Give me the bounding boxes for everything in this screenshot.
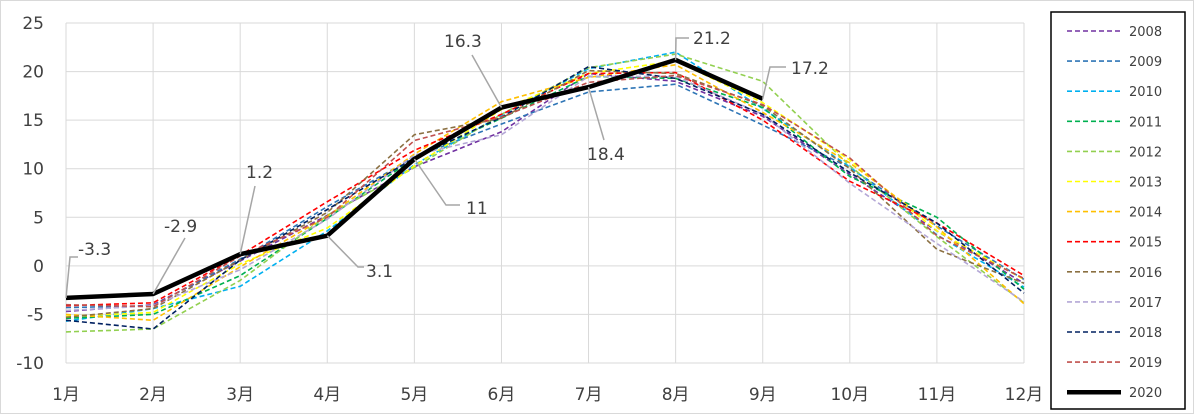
x-tick-label: 10月 (830, 385, 869, 405)
y-tick-label: 20 (22, 63, 44, 83)
x-tick-label: 11月 (918, 385, 957, 405)
x-tick-label: 7月 (575, 385, 603, 405)
data-label: -2.9 (164, 217, 197, 237)
x-tick-label: 3月 (226, 385, 254, 405)
data-label: 3.1 (366, 262, 393, 282)
y-tick-label: -5 (27, 305, 44, 325)
annotation-labels: -3.3 -2.9 1.2 3.1 11 16.3 18.4 21.2 17.2 (78, 29, 829, 282)
y-tick-label: 10 (22, 160, 44, 180)
legend-entry: 2016 (1129, 266, 1162, 281)
y-tick-label: -10 (16, 354, 44, 374)
x-tick-label: 4月 (313, 385, 341, 405)
series-line-2018 (65, 65, 1025, 330)
series-line-2019 (65, 74, 1025, 308)
y-tick-label: 15 (22, 111, 44, 131)
x-tick-label: 8月 (662, 385, 690, 405)
annotation-leader-line (239, 185, 256, 255)
legend-entry: 2012 (1129, 145, 1162, 160)
y-tick-label: 25 (22, 14, 44, 34)
x-tick-label: 1月 (52, 385, 80, 405)
y-tick-label: 0 (33, 257, 44, 277)
legend-entry: 2008 (1129, 25, 1162, 40)
legend-entry: 2014 (1129, 206, 1162, 221)
data-label: 21.2 (693, 29, 731, 49)
x-tick-label: 5月 (400, 385, 428, 405)
legend-entry: 2017 (1129, 296, 1162, 311)
annotation-leader-line (674, 37, 689, 60)
series-line-2014 (65, 64, 1025, 322)
series-line-2016 (65, 69, 1025, 319)
x-tick-label: 2月 (139, 385, 167, 405)
legend-box (1050, 11, 1186, 410)
x-axis-ticks: 1月 2月 3月 4月 5月 6月 7月 8月 9月 10月 11月 12月 (52, 385, 1043, 405)
legend-entry: 2015 (1129, 236, 1162, 251)
legend-entry: 2009 (1129, 55, 1162, 70)
data-label: 11 (466, 199, 488, 219)
annotation-leader-line (152, 237, 186, 295)
legend-entry: 2010 (1129, 85, 1162, 100)
data-label: 16.3 (444, 32, 482, 52)
data-label: 1.2 (246, 163, 273, 183)
legend-entry: 2018 (1129, 326, 1162, 341)
annotation-leader-line (761, 66, 786, 99)
legend-entry: 2019 (1129, 356, 1162, 371)
series-lines (65, 51, 1025, 333)
legend-entry: 2011 (1129, 115, 1162, 130)
annotation-leaders (65, 37, 786, 298)
series-line-2017 (65, 75, 1025, 312)
annotation-leader-line (326, 235, 364, 268)
legend-entry: 2013 (1129, 176, 1162, 191)
series-line-2009 (65, 83, 1025, 309)
data-label: 18.4 (587, 145, 625, 165)
gridlines (65, 22, 1025, 364)
x-tick-label: 12月 (1005, 385, 1044, 405)
annotation-leader-line (587, 86, 605, 141)
y-axis-ticks: -10 -5 0 5 10 15 20 25 (16, 14, 44, 374)
data-label: -3.3 (78, 240, 111, 260)
annotation-leader-line (413, 158, 460, 206)
x-tick-label: 6月 (488, 385, 516, 405)
legend: 2008 2009 2010 2011 2012 2013 2014 2015 2016 2017… (1050, 11, 1186, 410)
data-label: 17.2 (791, 59, 829, 79)
annotation-leader-line (471, 54, 503, 108)
annotation-leader-line (65, 256, 78, 298)
y-tick-label: 5 (33, 208, 44, 228)
x-tick-label: 9月 (749, 385, 777, 405)
legend-entry: 2020 (1129, 386, 1162, 401)
